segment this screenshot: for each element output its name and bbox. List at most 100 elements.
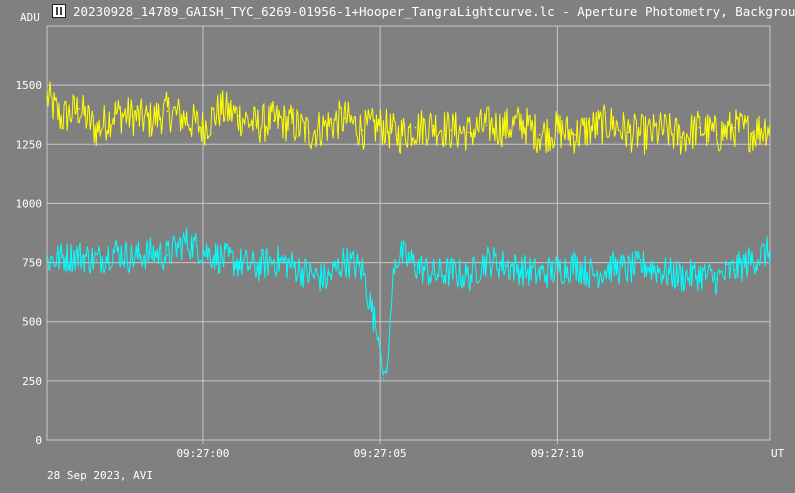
y-tick-label: 0 (35, 434, 42, 447)
point-comparison (166, 254, 169, 257)
y-axis-label: ADU (20, 11, 40, 24)
point-target (184, 117, 186, 120)
point-comparison (290, 264, 293, 266)
series-layer (46, 81, 771, 380)
series-line-target (46, 81, 771, 155)
point-target (237, 115, 240, 117)
point-target (414, 126, 417, 129)
point-comparison (574, 264, 576, 266)
plot-frame (46, 25, 771, 441)
point-target (769, 124, 771, 127)
point-comparison (184, 240, 186, 243)
point-comparison (308, 273, 311, 276)
point-target (592, 126, 594, 129)
point-comparison (556, 268, 559, 271)
x-axis-label: UT (771, 447, 785, 460)
point-target (751, 131, 754, 134)
point-target (202, 126, 204, 129)
point-target (503, 126, 506, 129)
x-tick-label: 09:27:00 (176, 447, 229, 460)
point-target (149, 119, 151, 122)
point-target (574, 134, 576, 136)
point-comparison (343, 259, 346, 262)
tick-labels: 0 250 500 750 1000 1250 1500 09:27:00 09:27:05 09… (16, 79, 584, 460)
grid (47, 26, 770, 444)
point-comparison (468, 276, 470, 278)
y-tick-label: 250 (22, 375, 42, 388)
point-target (46, 96, 48, 98)
point-target (432, 124, 435, 127)
point-target (78, 108, 80, 110)
point-comparison (202, 249, 204, 252)
point-comparison (733, 268, 736, 271)
point-comparison (662, 271, 665, 273)
x-tick-label: 09:27:05 (354, 447, 407, 460)
point-target (662, 129, 665, 131)
point-comparison (450, 271, 452, 273)
y-tick-label: 750 (22, 257, 42, 270)
point-comparison (237, 261, 240, 264)
point-target (290, 122, 293, 124)
point-comparison (414, 264, 417, 266)
point-target (95, 129, 98, 131)
point-comparison (273, 259, 275, 262)
point-comparison (627, 268, 629, 271)
point-comparison (716, 278, 718, 280)
point-target (166, 110, 169, 112)
y-tick-label: 500 (22, 316, 42, 329)
point-comparison (521, 268, 523, 271)
point-comparison (78, 254, 80, 257)
point-target (485, 124, 488, 127)
point-comparison (382, 377, 385, 380)
plot-border (46, 25, 771, 441)
point-comparison (379, 344, 381, 347)
y-tick-label: 1500 (16, 79, 43, 92)
point-target (361, 129, 364, 131)
point-target (733, 126, 736, 129)
point-comparison (751, 259, 754, 262)
point-comparison (149, 252, 151, 254)
point-target (219, 108, 222, 110)
point-target (273, 119, 275, 122)
window-title: 20230928_14789_GAISH_TYC_6269-01956-1+Ho… (73, 4, 795, 19)
point-comparison (113, 249, 116, 252)
series-line-comparison (46, 227, 771, 377)
lightcurve-app-icon[interactable] (52, 4, 66, 18)
point-comparison (95, 259, 98, 262)
point-target (255, 124, 257, 127)
point-comparison (255, 266, 257, 269)
point-target (468, 131, 470, 134)
point-comparison (46, 259, 48, 262)
point-target (308, 131, 311, 134)
point-target (131, 115, 133, 117)
x-tick-label: 09:27:10 (531, 447, 584, 460)
point-comparison (60, 257, 62, 259)
point-target (60, 117, 62, 120)
point-target (556, 129, 559, 131)
y-tick-label: 1000 (16, 197, 43, 210)
point-comparison (645, 264, 647, 266)
point-comparison (698, 273, 700, 276)
point-comparison (538, 273, 541, 276)
point-comparison (592, 273, 594, 276)
point-target (450, 129, 452, 131)
point-comparison (680, 276, 683, 278)
point-target (609, 122, 612, 124)
point-comparison (361, 268, 364, 271)
footer-date: 28 Sep 2023, AVI (47, 469, 153, 482)
point-comparison (485, 259, 488, 262)
point-comparison (609, 266, 612, 269)
point-comparison (769, 249, 771, 252)
point-target (538, 134, 541, 136)
y-tick-label: 1250 (16, 138, 43, 151)
point-comparison (432, 273, 435, 276)
point-comparison (131, 257, 133, 259)
point-target (113, 112, 116, 115)
title-bar: 20230928_14789_GAISH_TYC_6269-01956-1+Ho… (0, 0, 795, 22)
point-target (379, 124, 381, 127)
point-target (716, 134, 718, 136)
point-target (698, 126, 700, 129)
point-target (343, 117, 346, 120)
point-comparison (400, 254, 403, 257)
